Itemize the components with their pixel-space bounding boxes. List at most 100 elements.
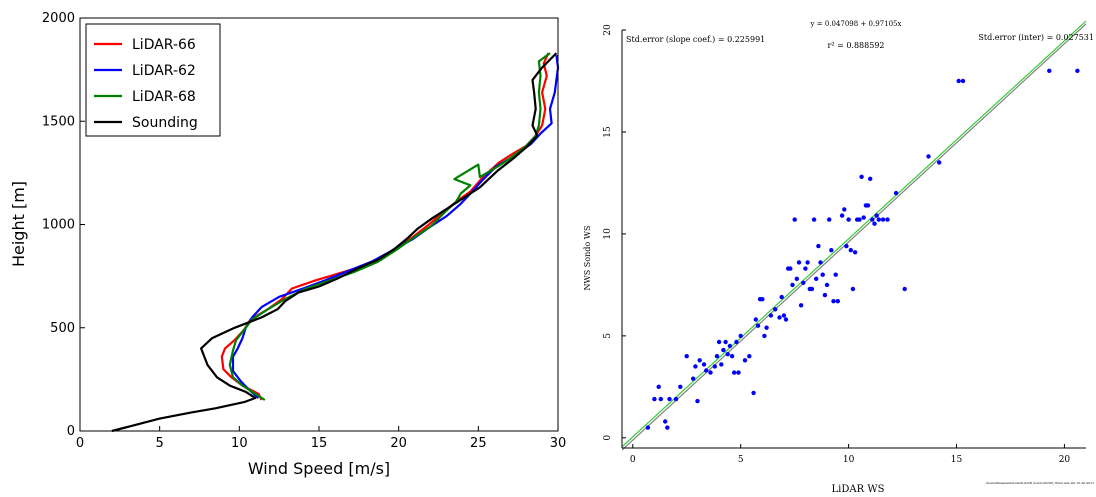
- scatter-point: [645, 425, 651, 430]
- y-tick-label-right: 15: [603, 126, 613, 138]
- scatter-point: [794, 276, 799, 281]
- scatter-point: [734, 339, 739, 345]
- scatter-point: [658, 396, 663, 402]
- y-tick-label-right: 5: [603, 333, 613, 339]
- scatter-point: [842, 207, 847, 212]
- scatter-point: [827, 217, 832, 222]
- x-tick-label-right: 15: [951, 455, 963, 465]
- x-tick-label: 15: [311, 436, 328, 451]
- scatter-point: [663, 419, 668, 424]
- scatter-point: [956, 78, 961, 84]
- scatter-point: [811, 217, 817, 222]
- scatter-point: [874, 213, 879, 218]
- scatter-point: [691, 376, 696, 381]
- legend-label: LiDAR-68: [132, 89, 196, 105]
- scatter-point: [818, 260, 823, 265]
- y-axis-label-right: NWS Sondo WS: [583, 226, 592, 291]
- scatter-point: [732, 370, 737, 375]
- x-tick-label: 5: [156, 436, 164, 451]
- y-tick-label: 500: [50, 321, 75, 336]
- x-tick-label-right: 10: [843, 455, 855, 465]
- scatter-point: [667, 396, 672, 402]
- scatter-point: [893, 190, 899, 196]
- scatter-point: [902, 286, 907, 292]
- scatter-point: [792, 217, 797, 222]
- scatter-point: [708, 370, 713, 375]
- scatter-points: [645, 68, 1080, 430]
- wind-profile-chart: 0 5 10 15 20 25 30 0 500 1000 1500 2000 Wind Speed…: [9, 11, 566, 478]
- x-tick-label: 30: [550, 436, 567, 451]
- scatter-point: [760, 297, 765, 302]
- scatter-point: [714, 354, 720, 359]
- scatter-point: [816, 243, 821, 249]
- scatter-point: [814, 276, 819, 281]
- scatter-point: [716, 339, 722, 345]
- scatter-point: [738, 333, 743, 339]
- scatter-point: [725, 352, 730, 357]
- scatter-point: [857, 217, 862, 222]
- scatter-point: [768, 313, 774, 318]
- scatter-point: [876, 217, 881, 222]
- scatter-point: [678, 384, 683, 389]
- r-squared: r² = 0.888592: [828, 41, 885, 50]
- legend-box: [85, 23, 221, 137]
- scatter-point: [712, 364, 717, 369]
- x-ticks: 0 5 10 15 20 25 30: [76, 426, 566, 451]
- legend-label: LiDAR-62: [132, 63, 196, 79]
- x-axis-label: Wind Speed [m/s]: [248, 459, 390, 478]
- series-line-lidar-62: [231, 55, 560, 399]
- fit-line: [621, 23, 1087, 451]
- scatter-point: [790, 282, 795, 288]
- scatter-point: [729, 354, 735, 359]
- scatter-point: [846, 217, 851, 222]
- scatter-point: [805, 260, 810, 265]
- scatter-point: [697, 358, 702, 363]
- scatter-point: [719, 362, 724, 367]
- scatter-point: [695, 398, 700, 404]
- x-tick-label: 20: [390, 436, 407, 451]
- regression-equation: y = 0.047098 + 0.97105x: [810, 20, 902, 28]
- std-error-intercept: Std.error (inter) = 0.027531: [978, 33, 1094, 42]
- scatter-point: [839, 213, 845, 218]
- series-line-sounding: [111, 52, 558, 433]
- x-tick-label-right: 0: [630, 455, 636, 465]
- scatter-point: [1075, 68, 1080, 74]
- scatter-point: [809, 286, 815, 292]
- scatter-point: [880, 217, 886, 222]
- scatter-point: [848, 248, 853, 253]
- scatter-point: [747, 354, 752, 359]
- scatter-point: [1047, 68, 1052, 74]
- scatter-point: [665, 425, 670, 430]
- scatter-point: [796, 260, 802, 265]
- scatter-point: [781, 313, 787, 318]
- scatter-point: [885, 217, 890, 222]
- y-tick-label: 1000: [42, 218, 75, 233]
- scatter-point: [652, 396, 657, 402]
- scatter-point: [693, 364, 698, 369]
- scatter-point: [656, 384, 661, 389]
- scatter-point: [773, 307, 778, 312]
- scatter-point: [736, 370, 741, 375]
- series-line-lidar-66: [220, 52, 550, 401]
- scatter-point: [762, 333, 767, 339]
- legend-label: Sounding: [132, 115, 198, 131]
- scatter-point: [723, 339, 728, 345]
- std-error-slope: Std.error (slope coef.) = 0.225991: [626, 35, 765, 44]
- scatter-point: [822, 292, 828, 298]
- scatter-point: [820, 272, 825, 277]
- scatter-point: [960, 78, 966, 84]
- y-tick-label: 2000: [42, 11, 75, 26]
- scatter-point: [852, 250, 858, 255]
- scatter-point: [833, 272, 838, 277]
- fit-line: [621, 20, 1087, 448]
- scatter-point: [798, 303, 804, 308]
- scatter-point: [870, 217, 875, 222]
- scatter-point: [824, 282, 830, 288]
- y-ticks: 0 500 1000 1500 2000: [42, 11, 85, 439]
- y-tick-label: 0: [67, 424, 75, 439]
- scatter-point: [850, 286, 856, 292]
- scatter-point: [803, 266, 808, 271]
- scatter-point: [727, 343, 733, 349]
- scatter-point: [859, 174, 864, 179]
